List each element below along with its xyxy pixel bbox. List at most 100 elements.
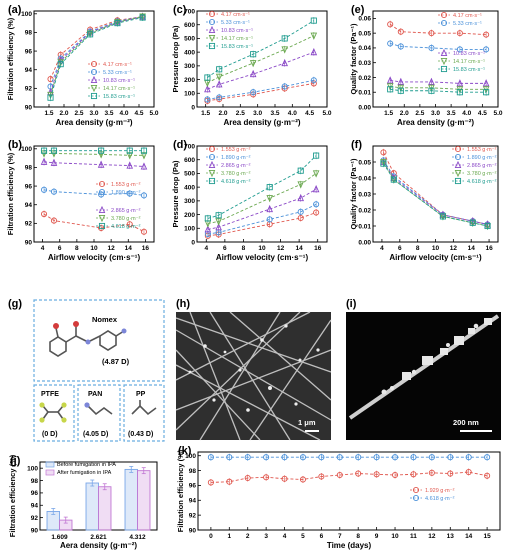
data-point (215, 212, 222, 219)
y-tick-label: 400 (184, 184, 195, 191)
legend-marker (90, 84, 98, 93)
y-tick-label: 400 (184, 49, 195, 56)
data-point (139, 14, 146, 21)
y-tick-label: 0.05 (358, 30, 371, 37)
x-tick-label: 14 (296, 245, 304, 252)
legend-label: 14.17 cm·s⁻¹ (103, 86, 135, 92)
legend-marker (208, 177, 216, 185)
data-point (244, 454, 251, 461)
y-tick-label: 94 (25, 67, 33, 74)
legend-label: 10.83 cm·s⁻¹ (453, 51, 485, 57)
data-point (139, 13, 146, 21)
legend-label: 2.865 g·m⁻² (221, 163, 251, 169)
data-point (391, 471, 399, 479)
x-tick-label: 1.5 (201, 110, 210, 117)
data-point (456, 46, 463, 53)
data-point (249, 60, 257, 68)
legend: Before fumigation in IPA After fumigation… (45, 461, 116, 476)
chart-a: (a) 90 92 94 96 98 100 Filtration efficiency (%… (6, 4, 159, 127)
x-tick-label: 2.621 (90, 534, 107, 541)
data-point (98, 147, 105, 154)
data-point (40, 186, 48, 193)
y-tick-label: 0.00 (358, 239, 371, 246)
chart-c: (c) 0 100 200 300 400 500 600 700 Pressure drop (… (171, 4, 332, 127)
x-tick-label: 3.5 (447, 110, 456, 117)
legend-label: 1.553 g·m⁻² (111, 182, 141, 188)
legend-label: 1.929 g·m⁻² (425, 488, 455, 494)
data-point (250, 89, 257, 96)
scale-label-i: 200 nm (453, 418, 479, 427)
nitrogen-atom (84, 402, 90, 408)
x-tick-label: 14 (465, 533, 473, 540)
data-point (281, 475, 288, 482)
y-tick-label: 98 (189, 468, 197, 475)
y-tick-label: 92 (25, 86, 33, 93)
data-point (140, 192, 148, 199)
fluorine-atom (39, 402, 45, 408)
bar-before (124, 468, 138, 531)
legend-marker (98, 180, 106, 188)
data-point (266, 195, 274, 203)
series-line (390, 43, 487, 50)
x-tick-label: 14 (468, 245, 476, 252)
x-tick-label: 2.5 (74, 110, 83, 117)
legend-marker (454, 160, 462, 169)
legend-label: 4.17 cm·s⁻¹ (221, 12, 250, 18)
data-point (355, 454, 362, 461)
legend-marker (440, 48, 448, 57)
x-tick-label: 1.5 (384, 110, 393, 117)
y-tick-label: 300 (184, 63, 195, 70)
data-point (263, 474, 270, 481)
x-tick-label: 10 (391, 533, 399, 540)
x-axis-label: Airflow velocity (cm·s⁻¹) (48, 253, 141, 262)
x-tick-label: 6 (223, 245, 227, 252)
x-tick-label: 2.5 (236, 110, 245, 117)
x-tick-label: 0 (209, 533, 213, 540)
x-tick-label: 14 (125, 245, 133, 252)
legend-marker (412, 494, 420, 502)
legend-marker (90, 68, 98, 76)
data-point (299, 454, 307, 461)
y-tick-label: 98 (25, 165, 33, 172)
y-tick-label: 98 (31, 478, 39, 485)
panel-label-g: (g) (8, 298, 22, 310)
panel-label-c: (c) (173, 4, 187, 16)
series-line (50, 16, 143, 87)
pp-name: PP (136, 391, 146, 398)
data-point (204, 96, 211, 103)
series-line (207, 35, 315, 84)
x-tick-label: 16 (485, 245, 493, 252)
x-tick-label: 2.0 (218, 110, 227, 117)
legend-label: 1.553 g·m⁻² (467, 147, 497, 153)
legend-label: 15.83 cm·s⁻¹ (453, 67, 485, 73)
data-point (391, 454, 399, 461)
data-point (297, 181, 305, 189)
legend-marker (454, 169, 462, 178)
legend-label: 4.618 g·m⁻² (467, 179, 497, 185)
data-point (40, 210, 48, 218)
data-point (390, 176, 397, 183)
x-tick-label: 4 (204, 245, 208, 252)
pan-molecule (87, 405, 113, 416)
legend: 4.17 cm·s⁻¹ 5.33 cm·s⁻¹ 10.83 cm·s⁻¹ 14.17 … (206, 10, 253, 50)
x-tick-label: 5.0 (322, 110, 331, 117)
data-point (86, 30, 94, 38)
legend-marker (208, 10, 216, 18)
x-tick-label: 5.0 (149, 110, 158, 117)
x-tick-label: 9 (375, 533, 379, 540)
x-tick-label: 4 (41, 245, 45, 252)
data-point (215, 80, 223, 88)
oxygen-atom (53, 323, 59, 329)
legend-marker (454, 145, 462, 153)
legend-label: 4.618 g·m⁻² (221, 179, 251, 185)
y-tick-label: 94 (31, 503, 39, 510)
legend-label: 15.83 cm·s⁻¹ (221, 44, 253, 50)
panel-label-k: (k) (178, 445, 192, 457)
oxygen-atom (73, 321, 79, 327)
data-point (428, 87, 435, 94)
x-tick-label: 11 (410, 533, 417, 540)
x-tick-label: 4.5 (134, 110, 143, 117)
legend-label: 4.618 g·m⁻² (425, 496, 455, 502)
legend-label: 2.865 g·m⁻² (111, 208, 141, 214)
y-tick-label: 700 (184, 8, 195, 15)
